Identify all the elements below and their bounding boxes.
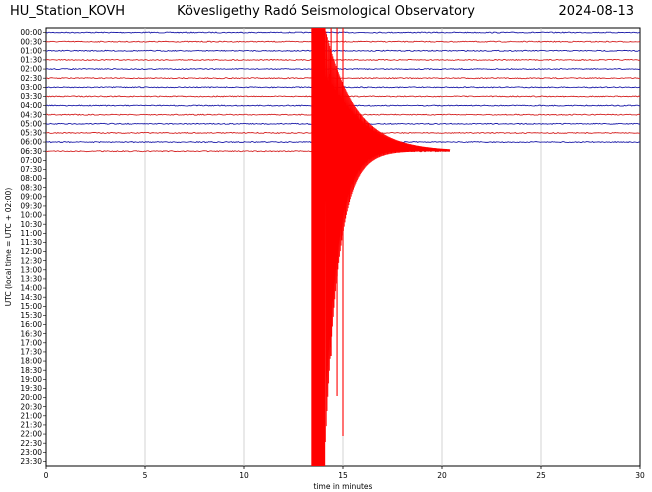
event-core	[311, 28, 326, 466]
y-tick-label: 06:00	[20, 138, 42, 147]
chart-title: Kövesligethy Radó Seismological Observat…	[177, 4, 475, 19]
y-tick-label: 20:30	[20, 402, 42, 411]
y-tick-label: 13:00	[20, 265, 42, 274]
y-tick-label: 18:00	[20, 357, 42, 366]
y-tick-label: 02:30	[20, 74, 42, 83]
x-axis-ticks: 0 5 10 15 20 25 30	[44, 466, 645, 480]
x-tick-label: 25	[536, 471, 546, 480]
y-tick-label: 13:30	[20, 275, 42, 284]
event-coda	[324, 27, 451, 443]
earthquake-event	[311, 27, 451, 466]
y-tick-label: 00:30	[20, 37, 42, 46]
y-tick-label: 08:00	[20, 174, 42, 183]
x-axis-label: time in minutes	[314, 482, 373, 491]
y-tick-label: 17:30	[20, 348, 42, 357]
x-tick-label: 5	[143, 471, 148, 480]
y-tick-label: 07:30	[20, 165, 42, 174]
y-tick-label: 10:00	[20, 211, 42, 220]
y-tick-label: 23:00	[20, 448, 42, 457]
x-tick-label: 15	[338, 471, 348, 480]
y-tick-label: 18:30	[20, 366, 42, 375]
y-tick-label: 09:00	[20, 192, 42, 201]
y-tick-label: 15:00	[20, 302, 42, 311]
y-tick-label: 19:30	[20, 384, 42, 393]
y-tick-label: 00:00	[20, 28, 42, 37]
y-tick-label: 05:00	[20, 119, 42, 128]
y-tick-label: 03:30	[20, 92, 42, 101]
y-tick-label: 21:00	[20, 411, 42, 420]
y-tick-label: 05:30	[20, 129, 42, 138]
y-tick-label: 20:00	[20, 393, 42, 402]
x-tick-label: 30	[635, 471, 645, 480]
chart-date: 2024-08-13	[558, 4, 634, 19]
y-tick-label: 15:30	[20, 311, 42, 320]
x-tick-label: 0	[44, 471, 49, 480]
y-axis-label: UTC (local time = UTC + 02:00)	[4, 188, 13, 307]
y-tick-label: 22:00	[20, 430, 42, 439]
y-tick-label: 17:00	[20, 338, 42, 347]
station-name: HU_Station_KOVH	[10, 4, 125, 19]
y-tick-label: 12:00	[20, 247, 42, 256]
y-tick-label: 22:30	[20, 439, 42, 448]
y-tick-label: 16:30	[20, 329, 42, 338]
y-tick-label: 07:00	[20, 156, 42, 165]
x-tick-label: 10	[239, 471, 249, 480]
x-tick-label: 20	[437, 471, 447, 480]
y-tick-label: 09:30	[20, 202, 42, 211]
y-tick-label: 04:00	[20, 101, 42, 110]
y-tick-label: 08:30	[20, 183, 42, 192]
y-tick-label: 12:30	[20, 256, 42, 265]
y-tick-label: 19:00	[20, 375, 42, 384]
y-tick-label: 11:00	[20, 229, 42, 238]
y-tick-label: 16:00	[20, 320, 42, 329]
y-tick-label: 21:30	[20, 421, 42, 430]
y-tick-label: 02:00	[20, 65, 42, 74]
y-axis-ticks: 00:0000:3001:0001:3002:0002:3003:0003:30…	[20, 28, 46, 466]
y-tick-label: 03:00	[20, 83, 42, 92]
y-tick-label: 01:30	[20, 56, 42, 65]
y-tick-label: 04:30	[20, 110, 42, 119]
y-tick-label: 01:00	[20, 46, 42, 55]
y-tick-label: 06:30	[20, 147, 42, 156]
y-tick-label: 11:30	[20, 238, 42, 247]
y-tick-label: 14:00	[20, 284, 42, 293]
y-tick-label: 14:30	[20, 293, 42, 302]
y-tick-label: 10:30	[20, 220, 42, 229]
y-tick-label: 23:30	[20, 457, 42, 466]
